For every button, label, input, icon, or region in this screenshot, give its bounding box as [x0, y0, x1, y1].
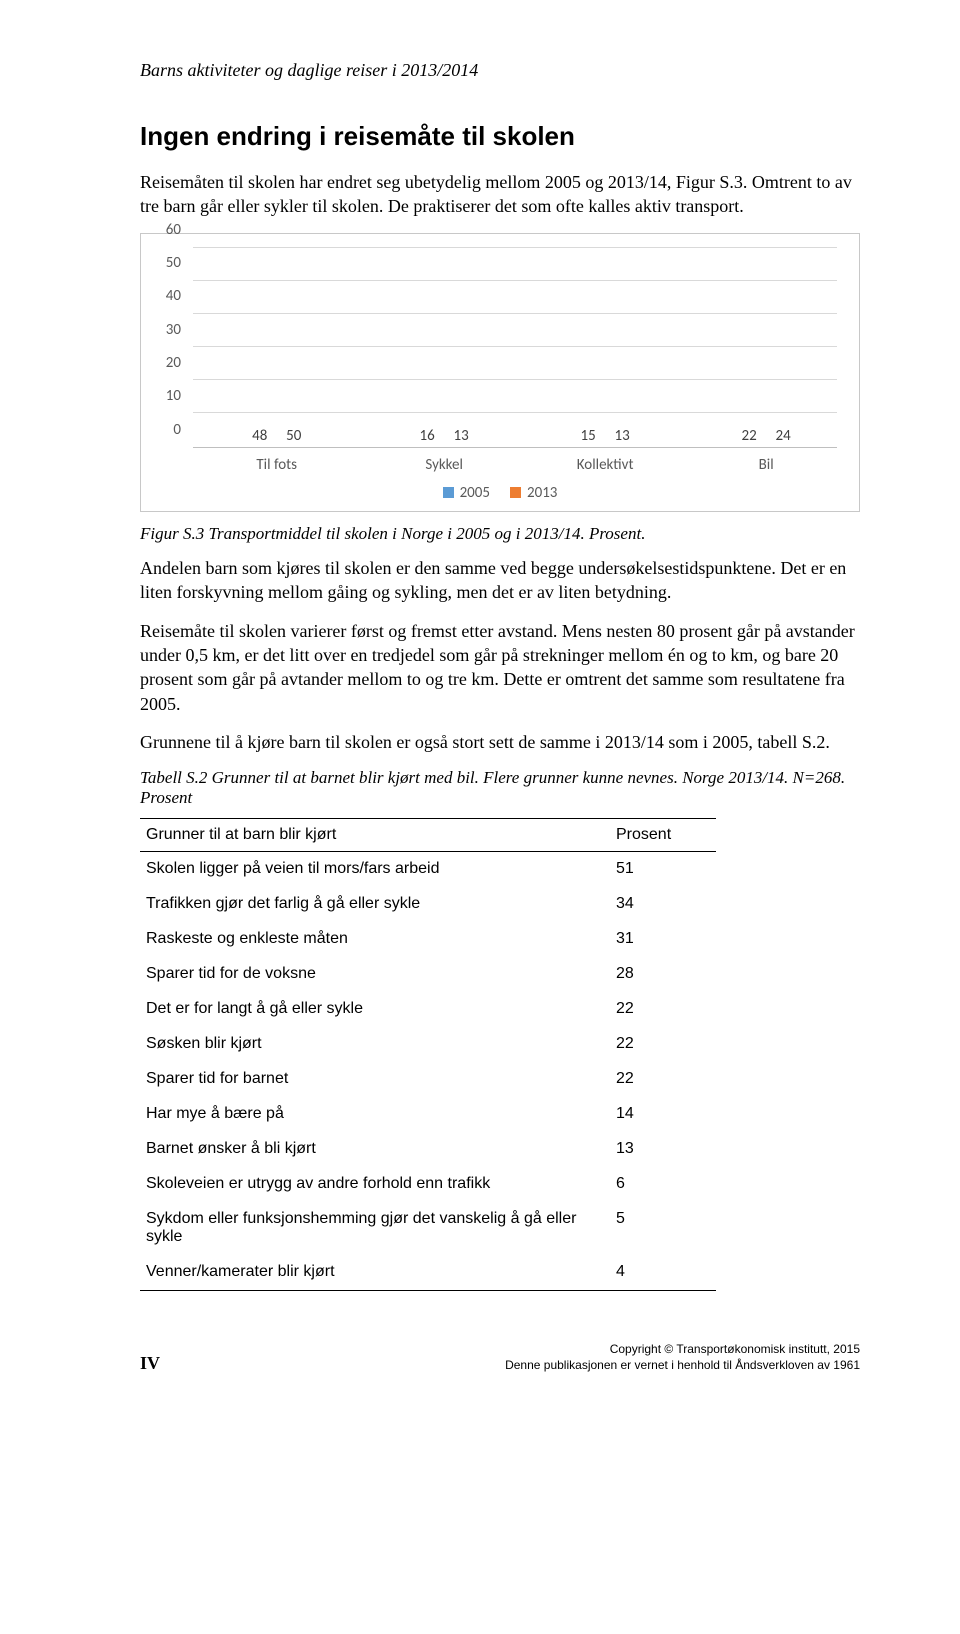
- bar-value-label: 16: [420, 427, 435, 445]
- bar-chart: 0102030405060 4850161315132224 Til fotsS…: [140, 233, 860, 513]
- value-cell: 22: [596, 992, 716, 1027]
- grid-line: [193, 247, 837, 248]
- value-cell: 13: [596, 1132, 716, 1167]
- value-cell: 14: [596, 1097, 716, 1132]
- page-content: Barns aktiviteter og daglige reiser i 20…: [0, 0, 960, 1311]
- value-cell: 4: [596, 1255, 716, 1291]
- table-row: Sparer tid for barnet22: [140, 1062, 716, 1097]
- table-row: Sykdom eller funksjonshemming gjør det v…: [140, 1202, 716, 1255]
- value-cell: 6: [596, 1167, 716, 1202]
- table-row: Trafikken gjør det farlig å gå eller syk…: [140, 887, 716, 922]
- legend-item: 2005: [443, 484, 490, 502]
- value-cell: 31: [596, 922, 716, 957]
- body-paragraph-2: Andelen barn som kjøres til skolen er de…: [140, 556, 860, 605]
- reason-cell: Venner/kamerater blir kjørt: [140, 1255, 596, 1291]
- y-axis-tick: 30: [166, 321, 181, 339]
- x-axis-label: Sykkel: [373, 456, 515, 474]
- y-axis-tick: 50: [166, 254, 181, 272]
- reason-cell: Søsken blir kjørt: [140, 1027, 596, 1062]
- running-header: Barns aktiviteter og daglige reiser i 20…: [140, 60, 860, 81]
- table-row: Søsken blir kjørt22: [140, 1027, 716, 1062]
- copyright-text: Copyright © Transportøkonomisk institutt…: [505, 1341, 860, 1357]
- legend-label: 2005: [460, 484, 490, 502]
- table-row: Skoleveien er utrygg av andre forhold en…: [140, 1167, 716, 1202]
- y-axis-tick: 0: [173, 421, 181, 439]
- footer-right: Copyright © Transportøkonomisk institutt…: [505, 1341, 860, 1373]
- value-cell: 5: [596, 1202, 716, 1255]
- table-header-row: Grunner til at barn blir kjørt Prosent: [140, 819, 716, 852]
- table-row: Raskeste og enkleste måten31: [140, 922, 716, 957]
- bar-value-label: 22: [742, 427, 757, 445]
- value-cell: 51: [596, 852, 716, 888]
- table-header-value: Prosent: [596, 819, 716, 852]
- page-number: IV: [140, 1353, 160, 1374]
- reason-cell: Sparer tid for barnet: [140, 1062, 596, 1097]
- value-cell: 22: [596, 1062, 716, 1097]
- reasons-table: Grunner til at barn blir kjørt Prosent S…: [140, 818, 716, 1291]
- y-axis-tick: 40: [166, 287, 181, 305]
- table-row: Det er for langt å gå eller sykle22: [140, 992, 716, 1027]
- intro-paragraph: Reisemåten til skolen har endret seg ube…: [140, 170, 860, 219]
- grid-line: [193, 412, 837, 413]
- bar-value-label: 50: [286, 427, 301, 445]
- y-axis-tick: 60: [166, 221, 181, 239]
- body-paragraph-3: Reisemåte til skolen varierer først og f…: [140, 619, 860, 716]
- plot-area: 48 50 16 13 15 13 22 24: [193, 248, 837, 448]
- reason-cell: Det er for langt å gå eller sykle: [140, 992, 596, 1027]
- chart-legend: 2005 2013: [153, 484, 847, 504]
- table-row: Sparer tid for de voksne28: [140, 957, 716, 992]
- x-axis-label: Til fots: [206, 456, 348, 474]
- reason-cell: Skoleveien er utrygg av andre forhold en…: [140, 1167, 596, 1202]
- x-axis-label: Bil: [695, 456, 837, 474]
- bar-value-label: 13: [454, 427, 469, 445]
- value-cell: 28: [596, 957, 716, 992]
- grid-line: [193, 346, 837, 347]
- legend-swatch: [443, 487, 454, 498]
- x-axis-labels: Til fots Sykkel Kollektivt Bil: [193, 452, 837, 478]
- reason-cell: Sparer tid for de voksne: [140, 957, 596, 992]
- legend-item: 2013: [510, 484, 557, 502]
- y-axis-tick: 10: [166, 387, 181, 405]
- reason-cell: Sykdom eller funksjonshemming gjør det v…: [140, 1202, 596, 1255]
- bar-value-label: 24: [776, 427, 791, 445]
- table-row: Barnet ønsker å bli kjørt13: [140, 1132, 716, 1167]
- reason-cell: Barnet ønsker å bli kjørt: [140, 1132, 596, 1167]
- page-footer: IV Copyright © Transportøkonomisk instit…: [0, 1311, 960, 1393]
- section-heading: Ingen endring i reisemåte til skolen: [140, 121, 860, 152]
- table-header-reason: Grunner til at barn blir kjørt: [140, 819, 596, 852]
- value-cell: 34: [596, 887, 716, 922]
- bar-value-label: 15: [581, 427, 596, 445]
- reason-cell: Raskeste og enkleste måten: [140, 922, 596, 957]
- legend-label: 2013: [527, 484, 557, 502]
- table-caption: Tabell S.2 Grunner til at barnet blir kj…: [140, 768, 860, 808]
- table-row: Har mye å bære på14: [140, 1097, 716, 1132]
- legend-swatch: [510, 487, 521, 498]
- bar-value-label: 13: [615, 427, 630, 445]
- x-axis-label: Kollektivt: [534, 456, 676, 474]
- y-axis-tick: 20: [166, 354, 181, 372]
- table-row: Skolen ligger på veien til mors/fars arb…: [140, 852, 716, 888]
- value-cell: 22: [596, 1027, 716, 1062]
- body-paragraph-4: Grunnene til å kjøre barn til skolen er …: [140, 730, 860, 754]
- reason-cell: Trafikken gjør det farlig å gå eller syk…: [140, 887, 596, 922]
- reason-cell: Har mye å bære på: [140, 1097, 596, 1132]
- grid-line: [193, 280, 837, 281]
- chart-area: 0102030405060 4850161315132224 Til fotsS…: [153, 248, 847, 478]
- table-row: Venner/kamerater blir kjørt4: [140, 1255, 716, 1291]
- reason-cell: Skolen ligger på veien til mors/fars arb…: [140, 852, 596, 888]
- grid-line: [193, 379, 837, 380]
- grid-line: [193, 313, 837, 314]
- figure-caption: Figur S.3 Transportmiddel til skolen i N…: [140, 524, 860, 544]
- license-notice: Denne publikasjonen er vernet i henhold …: [505, 1357, 860, 1373]
- bar-value-label: 48: [252, 427, 267, 445]
- y-axis: 0102030405060: [153, 248, 187, 448]
